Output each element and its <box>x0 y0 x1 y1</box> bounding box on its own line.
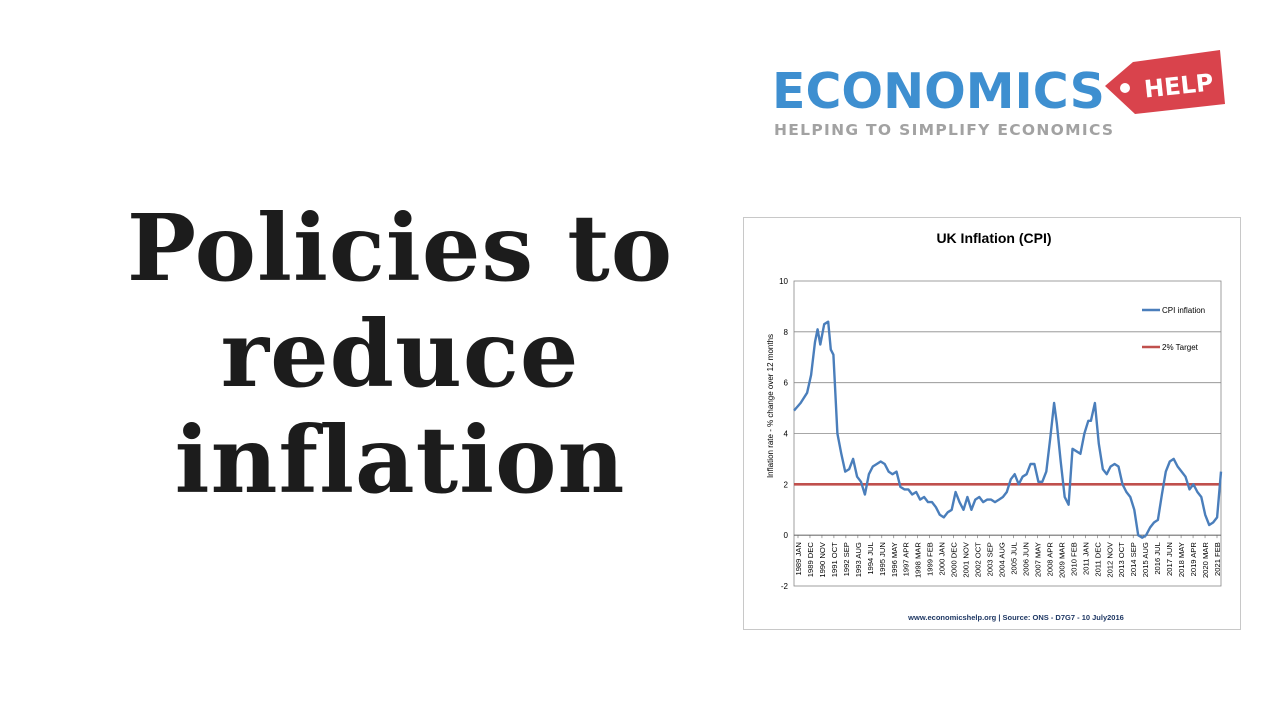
cpi-series-line <box>793 320 1223 539</box>
headline-line-1: Policies to <box>126 194 674 302</box>
y-tick-label: 8 <box>784 328 789 337</box>
x-tick-label: 2012 NOV <box>1105 541 1114 577</box>
headline: Policies to reduce inflation <box>60 195 740 513</box>
x-tick-label: 2020 MAR <box>1201 542 1210 578</box>
x-tick-label: 1992 SEP <box>842 542 851 576</box>
x-tick-label: 2003 SEP <box>986 542 995 576</box>
logo-tagline: HELPING TO SIMPLIFY ECONOMICS <box>774 121 1115 139</box>
x-tick-label: 1989 DEC <box>806 542 815 578</box>
x-tick-label: 2004 AUG <box>998 542 1007 577</box>
x-tick-label: 1993 AUG <box>854 542 863 577</box>
x-tick-label: 1989 JAN <box>794 542 803 575</box>
x-tick-label: 2014 SEP <box>1129 542 1138 576</box>
x-tick-label: 2000 DEC <box>950 542 959 578</box>
x-tick-label: 2001 NOV <box>962 541 971 577</box>
y-tick-label: -2 <box>781 582 789 591</box>
logo-tag-icon: HELP <box>1105 50 1225 114</box>
economics-help-logo: ECONOMICS HELP HELPING TO SIMPLIFY ECONO… <box>772 50 1232 145</box>
x-tick-label: 2010 FEB <box>1069 542 1078 576</box>
x-tick-label: 2019 APR <box>1189 542 1198 577</box>
inflation-chart: UK Inflation (CPI) Inflation rate - % ch… <box>743 217 1241 630</box>
x-tick-label: 2005 JUL <box>1009 542 1018 575</box>
y-axis-label: Inflation rate - % change over 12 months <box>766 334 775 478</box>
x-tick-label: 2018 MAY <box>1177 542 1186 577</box>
y-tick-label: 2 <box>784 480 789 489</box>
legend-label-cpi: CPI inflation <box>1162 306 1205 315</box>
x-tick-label: 2002 OCT <box>974 542 983 577</box>
y-tick-label: 4 <box>784 430 789 439</box>
x-tick-label: 1991 OCT <box>830 542 839 577</box>
x-tick-label: 2009 MAR <box>1057 542 1066 578</box>
x-tick-label: 2016 JUL <box>1153 542 1162 575</box>
y-tick-label: 10 <box>779 277 788 286</box>
x-tick-label: 1995 JUN <box>878 542 887 576</box>
legend-label-target: 2% Target <box>1162 343 1199 352</box>
x-tick-label: 1997 APR <box>902 542 911 577</box>
x-tick-label: 1998 MAR <box>914 542 923 578</box>
x-tick-label: 1994 JUL <box>866 542 875 575</box>
x-tick-label: 2015 AUG <box>1141 542 1150 577</box>
x-tick-label: 2008 APR <box>1045 542 1054 577</box>
x-tick-label: 2013 OCT <box>1117 542 1126 577</box>
x-tick-label: 2007 MAY <box>1033 542 1042 577</box>
x-tick-label: 2017 JUN <box>1165 542 1174 576</box>
y-tick-label: 0 <box>784 531 789 540</box>
x-tick-label: 1990 NOV <box>818 541 827 577</box>
x-tick-label: 1999 FEB <box>926 542 935 576</box>
chart-source: www.economicshelp.org | Source: ONS - D7… <box>907 613 1124 622</box>
x-tick-label: 2000 JAN <box>938 542 947 575</box>
x-tick-label: 2021 FEB <box>1213 542 1222 576</box>
logo-wordmark: ECONOMICS <box>772 63 1105 120</box>
headline-line-2: reduce <box>220 300 580 408</box>
x-tick-label: 2011 DEC <box>1093 542 1102 577</box>
headline-line-3: inflation <box>174 406 626 514</box>
y-tick-label: 6 <box>784 379 789 388</box>
x-tick-label: 1996 MAY <box>890 542 899 577</box>
x-tick-label: 2011 JAN <box>1081 542 1090 575</box>
chart-title: UK Inflation (CPI) <box>936 230 1051 246</box>
chart-canvas: UK Inflation (CPI) Inflation rate - % ch… <box>766 230 1223 622</box>
x-tick-label: 2006 JUN <box>1021 542 1030 576</box>
